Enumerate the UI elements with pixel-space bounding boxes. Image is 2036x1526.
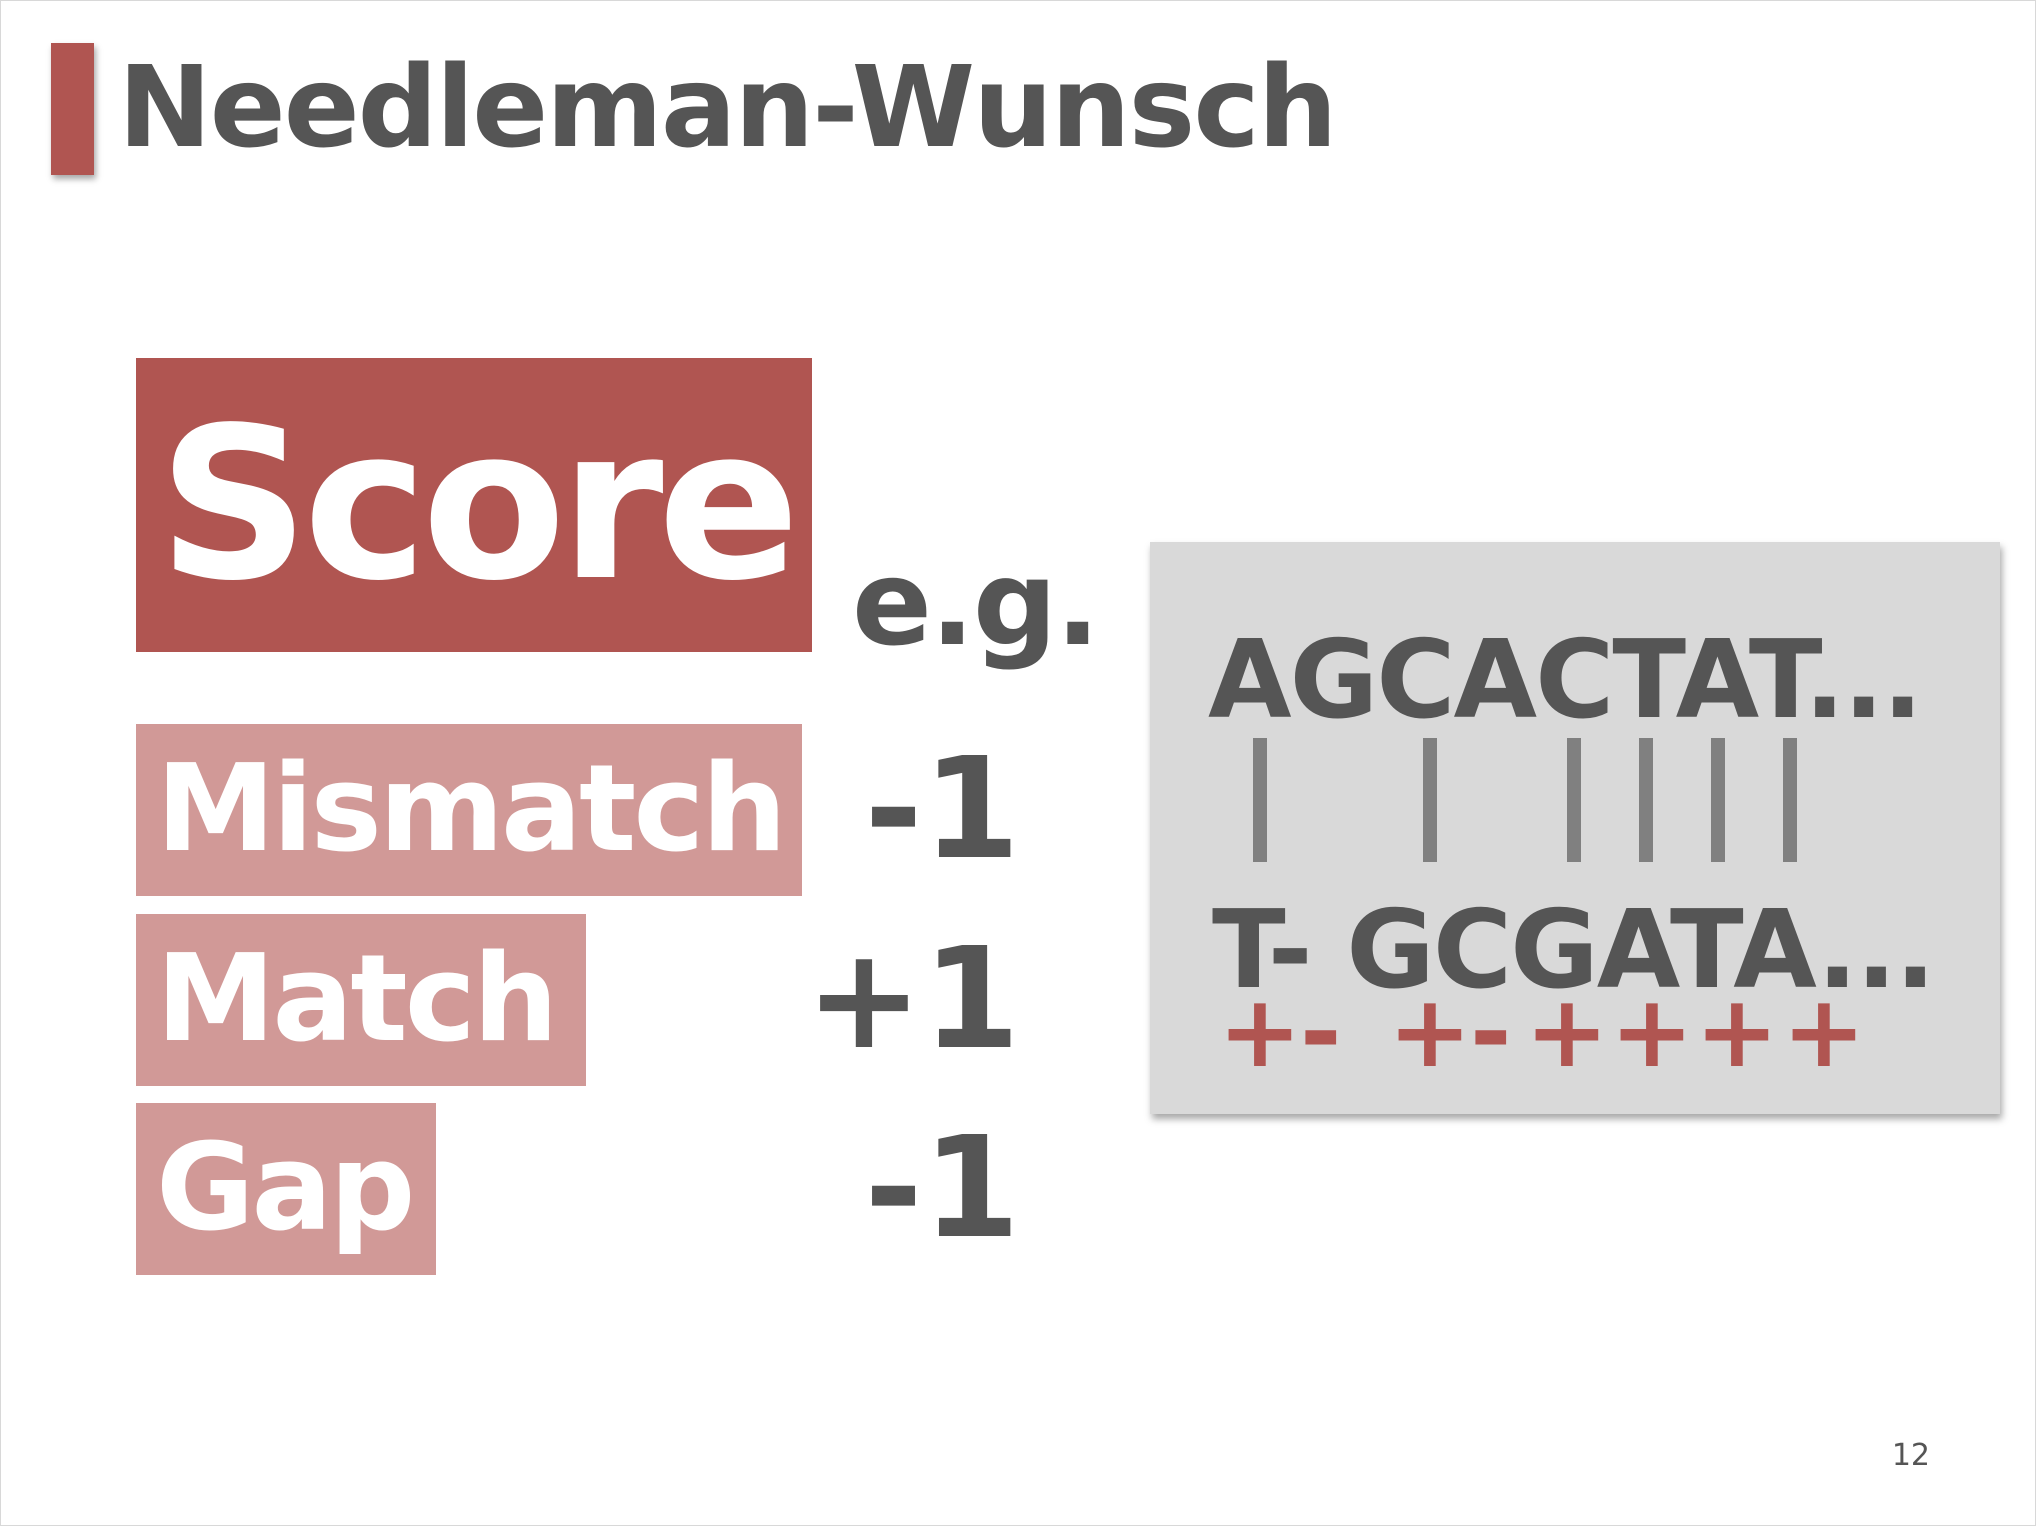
alignment-sign: +	[1695, 973, 1779, 1090]
slide-title: Needleman-Wunsch	[118, 43, 1337, 173]
match-bar	[1783, 738, 1797, 862]
mismatch-score-value: -1	[864, 728, 1020, 891]
match-bar	[1711, 738, 1725, 862]
score-heading-box: Score	[136, 358, 812, 652]
example-label: e.g.	[852, 534, 1100, 672]
alignment-example-panel: AGCACTAT... T- GCGATA... + - + - + + + +	[1150, 542, 2000, 1114]
match-bar	[1253, 738, 1267, 862]
alignment-sign: +	[1610, 973, 1694, 1090]
sequence-bottom: T- GCGATA...	[1212, 888, 1936, 1013]
alignment-sign: -	[1300, 973, 1342, 1090]
match-bar	[1567, 738, 1581, 862]
gap-label-box: Gap	[136, 1103, 436, 1275]
gap-score-value: -1	[864, 1107, 1020, 1270]
match-label-box: Match	[136, 914, 586, 1086]
alignment-sign: +	[1218, 973, 1302, 1090]
match-bar	[1639, 738, 1653, 862]
match-score-value: +1	[805, 918, 1020, 1081]
alignment-sign: +	[1388, 973, 1472, 1090]
match-bar	[1423, 738, 1437, 862]
mismatch-label: Mismatch	[156, 740, 787, 879]
score-heading: Score	[158, 382, 800, 627]
alignment-sign: -	[1470, 973, 1512, 1090]
sequence-top: AGCACTAT...	[1208, 618, 1923, 743]
alignment-sign: +	[1782, 973, 1866, 1090]
match-label: Match	[156, 930, 558, 1069]
page-number: 12	[1891, 1438, 1930, 1473]
gap-label: Gap	[156, 1119, 415, 1258]
title-accent-bar	[51, 43, 94, 175]
mismatch-label-box: Mismatch	[136, 724, 802, 896]
alignment-sign: +	[1525, 973, 1609, 1090]
